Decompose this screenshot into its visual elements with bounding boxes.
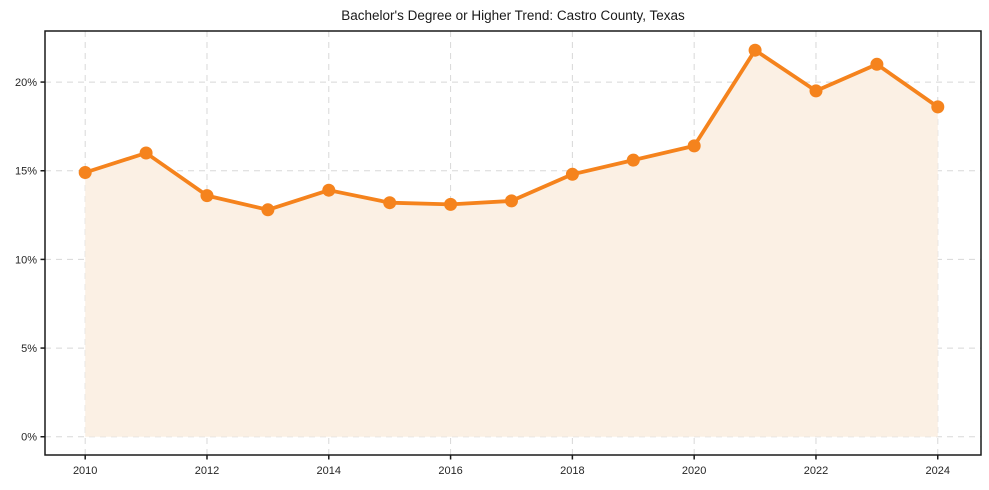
data-point-marker — [748, 43, 762, 57]
y-tick-label: 15% — [15, 166, 37, 178]
data-point-marker — [870, 57, 884, 71]
data-point-marker — [444, 197, 458, 211]
data-point-marker — [809, 84, 823, 98]
data-point-marker — [78, 166, 92, 179]
x-tick-label: 2012 — [195, 465, 219, 477]
x-tick-label: 2010 — [73, 465, 97, 477]
chart-title: Bachelor's Degree or Higher Trend: Castr… — [341, 8, 685, 23]
data-point-marker — [261, 203, 275, 217]
x-tick-label: 2020 — [682, 465, 706, 477]
data-point-marker — [322, 183, 336, 197]
x-tick-label: 2024 — [926, 465, 950, 477]
y-tick-label: 10% — [15, 254, 37, 266]
y-tick-label: 5% — [21, 343, 37, 355]
x-tick-label: 2014 — [317, 465, 341, 477]
data-point-marker — [383, 196, 397, 210]
data-point-marker — [139, 146, 153, 160]
data-point-marker — [626, 153, 640, 167]
data-point-marker — [200, 189, 214, 203]
x-tick-label: 2016 — [438, 465, 462, 477]
data-point-marker — [687, 139, 701, 153]
data-point-marker — [505, 194, 518, 208]
series-area-fill — [85, 50, 938, 437]
x-tick-label: 2022 — [804, 465, 828, 477]
y-tick-label: 0% — [21, 432, 37, 444]
plot-border — [44, 30, 982, 456]
data-point-marker — [931, 100, 945, 114]
y-tick-label: 20% — [15, 77, 37, 89]
data-point-marker — [565, 167, 579, 181]
x-tick-label: 2018 — [560, 465, 584, 477]
